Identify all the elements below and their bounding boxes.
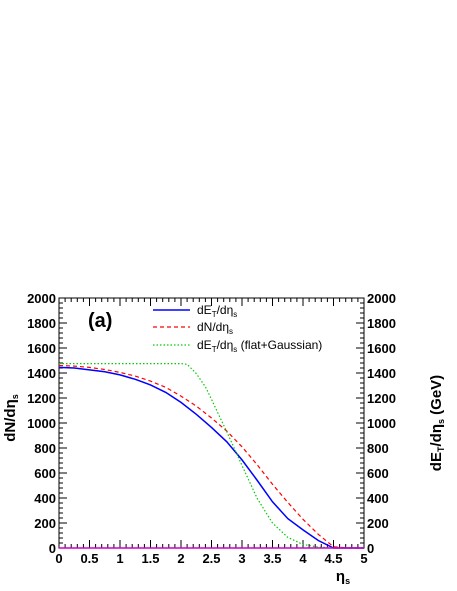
y-tick-label-left: 400 [34,491,56,506]
x-tick-label: 0.5 [80,551,98,566]
legend-label-1: dN/dηs [197,320,233,336]
panel-label: (a) [88,310,112,332]
y-tick-label-right: 400 [367,491,389,506]
series-layer [58,363,364,549]
series-line-2 [59,363,364,549]
series-line-0 [58,366,364,549]
y-tick-label-right: 600 [367,466,389,481]
y-tick-label-right: 2000 [367,291,396,306]
x-tick-label: 4.5 [324,551,342,566]
y-tick-label-right: 800 [367,441,389,456]
legend: dET/dηs dN/dηs dET/dηs (flat+Gaussian) [153,303,322,354]
y-tick-label-left: 0 [49,541,56,556]
x-tick-label: 0 [55,551,62,566]
x-tick-label: 4 [299,551,307,566]
y-tick-label-left: 1000 [27,416,56,431]
y-tick-label-left: 200 [34,516,56,531]
y-tick-label-right: 1200 [367,391,396,406]
y-tick-label-left: 1600 [27,341,56,356]
x-axis-title: ηs [336,568,350,586]
y-tick-label-right: 200 [367,516,389,531]
y-tick-label-right: 1000 [367,416,396,431]
x-tick-label: 1 [116,551,123,566]
y-axis-title-right: dET/dηs (GeV) [428,375,446,471]
y-tick-label-right: 1800 [367,316,396,331]
y-tick-label-right: 1400 [367,366,396,381]
plot-frame [58,297,365,549]
y-tick-label-left: 600 [34,466,56,481]
x-tick-label: 5 [360,551,367,566]
y-tick-label-right: 0 [367,541,374,556]
tick-marks [58,297,365,549]
legend-label-2: dET/dηs (flat+Gaussian) [197,338,322,354]
x-tick-label: 2.5 [202,551,220,566]
legend-label-0: dET/dηs [197,303,237,319]
y-tick-label-left: 1200 [27,391,56,406]
x-tick-label: 2 [177,551,184,566]
x-tick-label: 3 [238,551,245,566]
y-tick-label-left: 1400 [27,366,56,381]
series-line-1 [58,364,364,549]
y-tick-label-left: 800 [34,441,56,456]
x-tick-label: 1.5 [141,551,159,566]
y-tick-label-left: 1800 [27,316,56,331]
x-tick-label: 3.5 [263,551,281,566]
y-axis-title-left: dN/dηs [2,394,20,442]
y-tick-label-right: 1600 [367,341,396,356]
y-tick-label-left: 2000 [27,291,56,306]
